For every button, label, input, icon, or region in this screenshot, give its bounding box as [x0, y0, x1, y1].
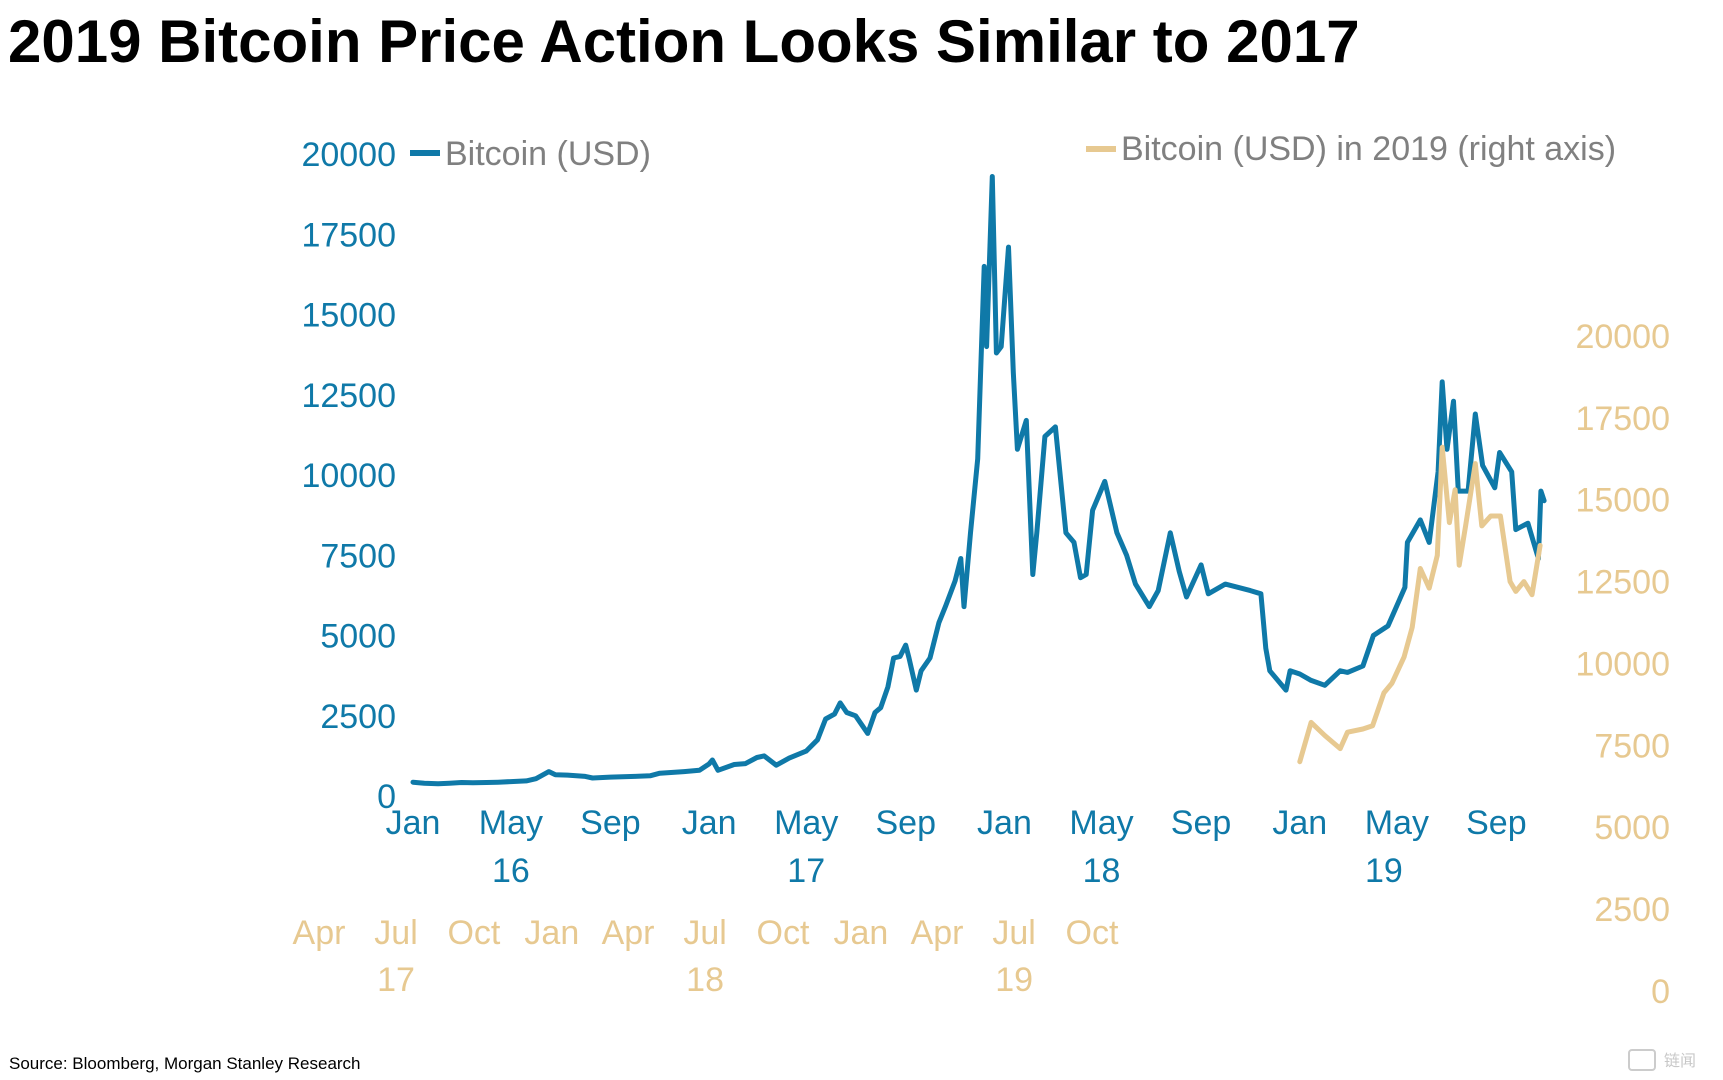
y-left-tick-label: 0 — [377, 778, 396, 816]
x2-month-label: Jul — [683, 914, 726, 952]
x2-month-label: Oct — [1066, 914, 1119, 952]
watermark: 链闻 — [1626, 1043, 1716, 1075]
y-right-tick-label: 12500 — [1575, 564, 1670, 602]
source-note: Source: Bloomberg, Morgan Stanley Resear… — [9, 1054, 361, 1073]
y-left-tick-label: 2500 — [320, 698, 396, 736]
series-line-bitcoin-usd — [410, 174, 1547, 787]
x2-month-label: Oct — [447, 914, 500, 952]
x-month-label: Sep — [1171, 804, 1232, 842]
x-month-label: Sep — [875, 804, 936, 842]
chain-logo-icon — [1628, 1049, 1656, 1071]
x2-year-label: 18 — [686, 961, 724, 999]
x-year-label: 19 — [1365, 852, 1403, 890]
y-left-tick-label: 12500 — [301, 377, 396, 415]
legend-label-bitcoin-usd: Bitcoin (USD) — [445, 135, 651, 173]
legend-label-bitcoin-usd-2019: Bitcoin (USD) in 2019 (right axis) — [1121, 130, 1616, 168]
x-month-label: Sep — [1466, 804, 1527, 842]
series-line-bitcoin-usd-2019 — [1297, 444, 1543, 765]
y-axis-right: 0 2500 5000 7500 10000 12500 15000 17500 20000 — [1575, 318, 1670, 1011]
x2-year-label: 19 — [995, 961, 1033, 999]
legend: Bitcoin (USD) Bitcoin (USD) in 2019 (righ… — [410, 130, 1616, 173]
x2-month-label: Apr — [911, 914, 964, 952]
y-left-tick-label: 20000 — [301, 136, 396, 174]
y-right-tick-label: 10000 — [1575, 645, 1670, 683]
x2-month-label: Jul — [374, 914, 417, 952]
x-month-label: May — [1069, 804, 1133, 842]
y-left-tick-label: 17500 — [301, 216, 396, 254]
x-month-label: Jan — [386, 804, 441, 842]
x-month-label: May — [1365, 804, 1429, 842]
y-left-tick-label: 10000 — [301, 457, 396, 495]
chart-title: 2019 Bitcoin Price Action Looks Similar … — [8, 8, 1360, 75]
x2-month-label: Jan — [524, 914, 579, 952]
y-right-tick-label: 17500 — [1575, 400, 1670, 438]
x-axis-secondary: Apr Jul Oct Jan Apr Jul Oct Jan Apr Jul Oct 17 18 19 — [293, 914, 1119, 999]
x-year-label: 17 — [787, 852, 825, 890]
y-right-tick-label: 7500 — [1594, 727, 1670, 765]
x-year-label: 18 — [1083, 852, 1121, 890]
x-axis-bottom: Jan May Sep Jan May Sep Jan May Sep Jan May Sep 16 17… — [386, 804, 1527, 890]
x-month-label: Jan — [977, 804, 1032, 842]
watermark-text: 链闻 — [1664, 1051, 1697, 1070]
y-right-tick-label: 20000 — [1575, 318, 1670, 356]
x-month-label: May — [774, 804, 838, 842]
x2-month-label: Apr — [602, 914, 655, 952]
x2-month-label: Apr — [293, 914, 346, 952]
y-axis-left: 0 2500 5000 7500 10000 12500 15000 17500 20000 — [301, 136, 396, 816]
x2-month-label: Jan — [833, 914, 888, 952]
y-right-tick-label: 0 — [1651, 973, 1670, 1011]
x-month-label: Jan — [1272, 804, 1327, 842]
x2-month-label: Jul — [992, 914, 1035, 952]
y-right-tick-label: 2500 — [1594, 891, 1670, 929]
y-right-tick-label: 5000 — [1594, 809, 1670, 847]
x2-month-label: Oct — [757, 914, 810, 952]
y-left-tick-label: 15000 — [301, 297, 396, 335]
y-left-tick-label: 5000 — [320, 618, 396, 656]
x-month-label: Jan — [682, 804, 737, 842]
y-right-tick-label: 15000 — [1575, 482, 1670, 520]
x2-year-label: 17 — [377, 961, 415, 999]
y-left-tick-label: 7500 — [320, 537, 396, 575]
x-month-label: Sep — [580, 804, 641, 842]
x-month-label: May — [479, 804, 543, 842]
x-year-label: 16 — [492, 852, 530, 890]
series-layer — [410, 174, 1547, 787]
